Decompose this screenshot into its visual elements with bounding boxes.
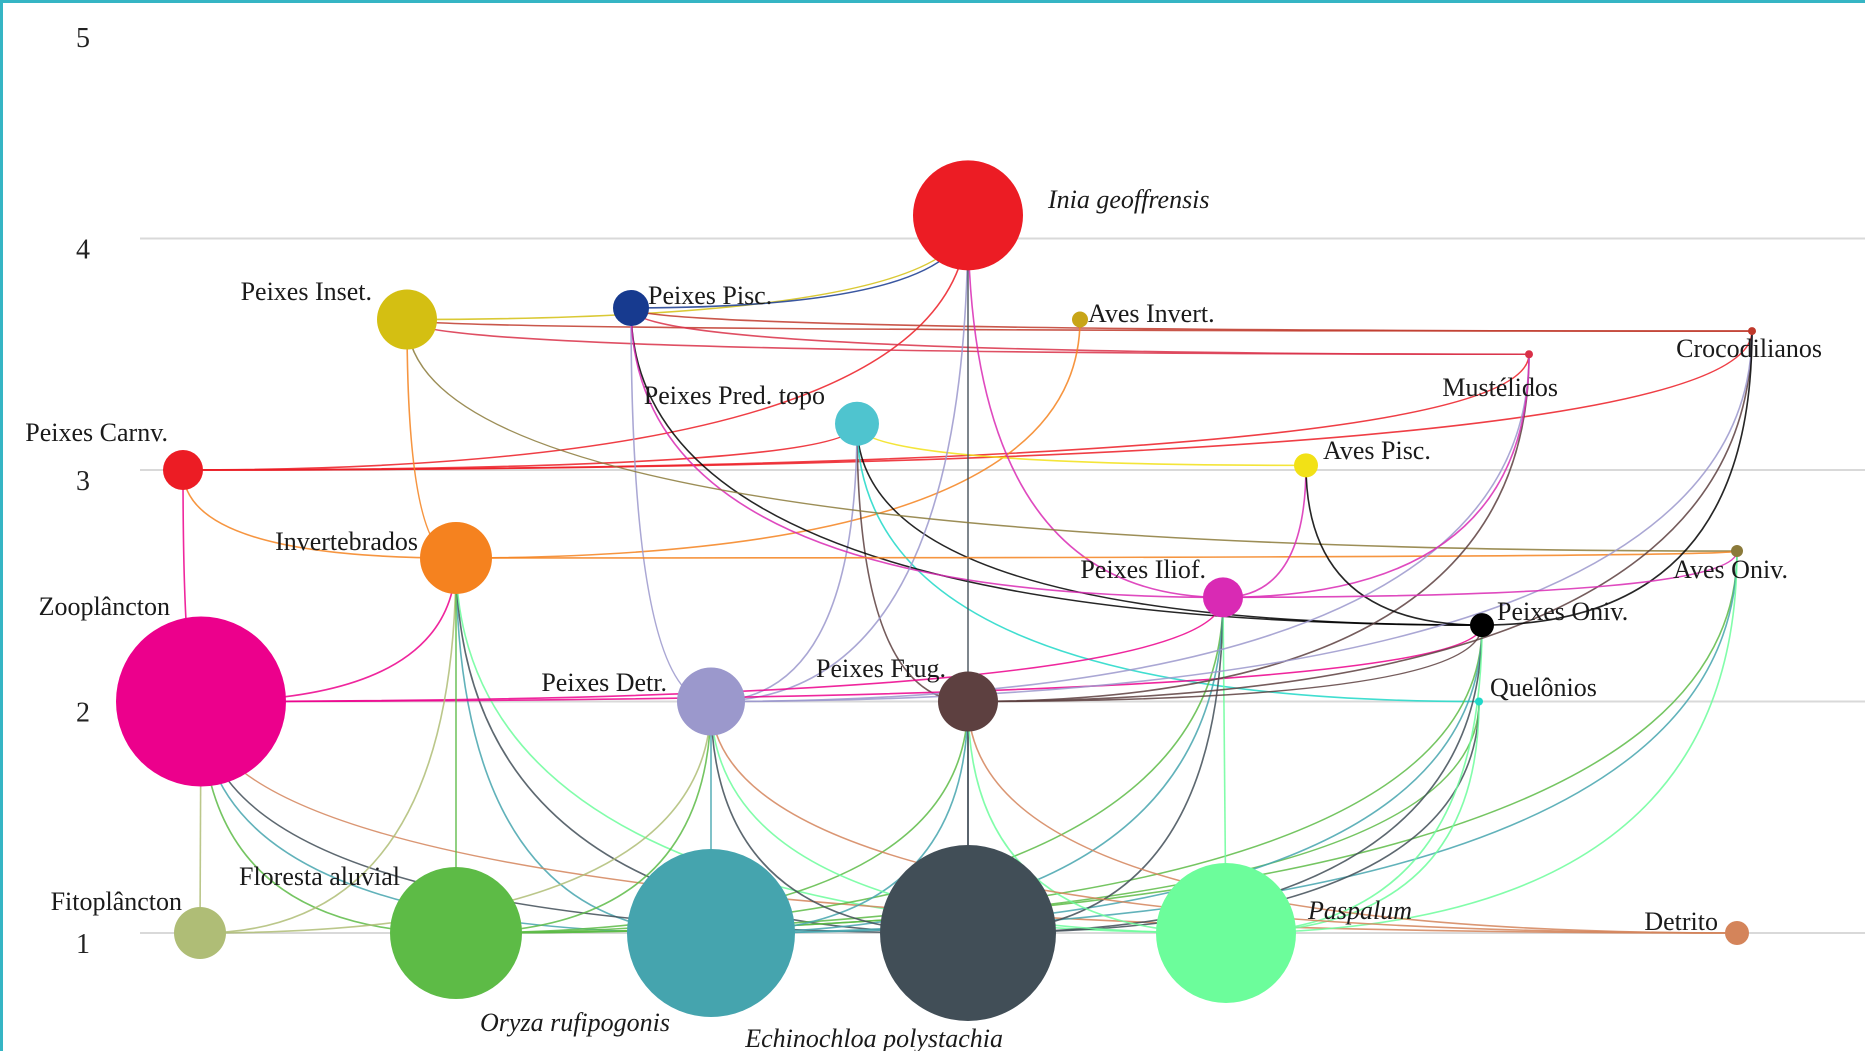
node-label-pasp: Paspalum — [1307, 896, 1412, 925]
node-poniv — [1470, 613, 1494, 638]
link-inia-pdetr — [710, 215, 969, 703]
node-label-detr: Detrito — [1644, 907, 1718, 936]
link-inver-avoniv — [455, 550, 1738, 559]
node-must — [1525, 350, 1533, 359]
level-label-2: 2 — [76, 698, 90, 729]
node-label-pfrug: Peixes Frug. — [816, 654, 946, 683]
node-oryza — [627, 849, 795, 1017]
node-avpisc — [1294, 453, 1318, 478]
link-pinset-avoniv — [406, 319, 1738, 552]
node-label-pdetr: Peixes Detr. — [541, 668, 667, 697]
link-poniv-avpisc — [1305, 465, 1483, 626]
link-pcarn-must — [182, 354, 1530, 471]
link-inia-piliof — [967, 215, 1224, 599]
node-zoo — [116, 616, 286, 787]
link-pcarn-inia — [182, 215, 969, 471]
link-ppred-quel — [856, 423, 1480, 703]
link-echino-quel — [967, 701, 1480, 934]
node-label-must: Mustélidos — [1442, 373, 1558, 402]
node-label-inver: Invertebrados — [275, 527, 418, 556]
node-pcarn — [163, 450, 203, 490]
link-inver-pasp — [455, 557, 1227, 934]
node-label-ppisc: Peixes Pisc. — [648, 281, 772, 310]
node-label-avinv: Aves Invert. — [1088, 299, 1215, 328]
link-avoniv-piliof — [1222, 550, 1738, 599]
node-pasp — [1156, 863, 1296, 1003]
node-avinv — [1072, 311, 1088, 328]
node-detr — [1725, 921, 1749, 945]
node-label-poniv: Peixes Oniv. — [1497, 597, 1628, 626]
link-echino-poniv — [967, 625, 1483, 934]
node-label-pcarn: Peixes Carnv. — [25, 418, 168, 447]
link-pasp-pdetr — [710, 701, 1227, 934]
node-label-ppred: Peixes Pred. topo — [644, 381, 825, 410]
node-label-pinset: Peixes Inset. — [241, 277, 372, 306]
link-flor-piliof — [455, 597, 1224, 934]
level-label-1: 1 — [76, 929, 90, 960]
link-ppisc-pdetr — [630, 307, 712, 703]
trophic-nodes — [116, 160, 1756, 1021]
node-label-croco: Crocodilianos — [1676, 334, 1822, 363]
node-echino — [880, 845, 1056, 1021]
level-label-4: 4 — [76, 235, 90, 266]
level-label-5: 5 — [76, 23, 90, 54]
link-pfrug-poniv — [967, 625, 1483, 703]
node-label-avpisc: Aves Pisc. — [1323, 436, 1431, 465]
link-pinset-croco — [406, 318, 1753, 332]
link-inver-pinset — [406, 319, 457, 559]
node-ppisc — [613, 289, 649, 326]
link-inver-avinv — [455, 319, 1081, 559]
node-ppred — [835, 401, 879, 446]
link-piliof-must — [1222, 354, 1530, 599]
node-label-flor: Floresta aluvial — [239, 862, 400, 891]
node-label-avoniv: Aves Oniv. — [1673, 555, 1788, 584]
node-piliof — [1203, 577, 1243, 618]
link-ppisc-piliof — [630, 307, 1224, 599]
node-label-echino: Echinochloa polystachia — [744, 1024, 1003, 1051]
level-label-3: 3 — [76, 466, 90, 497]
node-pdetr — [677, 667, 745, 736]
link-fito-pdetr — [199, 701, 712, 934]
link-pasp-avoniv — [1225, 551, 1738, 934]
node-inia — [913, 160, 1023, 271]
link-zoo-echino — [200, 701, 969, 934]
node-label-piliof: Peixes Iliof. — [1080, 555, 1206, 584]
node-pfrug — [938, 671, 998, 732]
link-ppisc-poniv — [630, 307, 1483, 626]
link-pdetr-must — [710, 354, 1530, 703]
link-oryza-piliof — [710, 597, 1224, 934]
link-inver-echino — [455, 557, 969, 934]
link-pdetr-croco — [710, 331, 1753, 703]
node-label-zoo: Zooplâncton — [39, 592, 170, 621]
node-label-oryza: Oryza rufipogonis — [480, 1008, 670, 1037]
node-pinset — [377, 289, 437, 350]
link-detr-pfrug — [967, 701, 1738, 934]
link-pfrug-croco — [967, 331, 1753, 703]
node-croco — [1748, 327, 1756, 336]
node-inver — [420, 521, 492, 594]
node-labels: Inia geoffrensis Peixes Inset. Peixes Pisc… — [25, 185, 1822, 1051]
link-pfrug-must — [967, 354, 1530, 703]
link-poniv-croco — [1481, 331, 1753, 626]
link-ppisc-must — [630, 307, 1530, 356]
node-avoniv — [1731, 545, 1743, 558]
link-zoo-poniv — [200, 625, 1483, 703]
link-piliof-avpisc — [1222, 465, 1307, 599]
node-quel — [1475, 697, 1483, 706]
link-fito-inver — [199, 557, 457, 934]
link-pcarn-inver — [182, 469, 457, 559]
node-flor — [390, 867, 522, 999]
node-label-quel: Quelônios — [1490, 673, 1597, 702]
node-fito — [174, 907, 226, 959]
node-label-fito: Fitoplâncton — [51, 887, 182, 916]
node-label-inia: Inia geoffrensis — [1047, 185, 1210, 214]
